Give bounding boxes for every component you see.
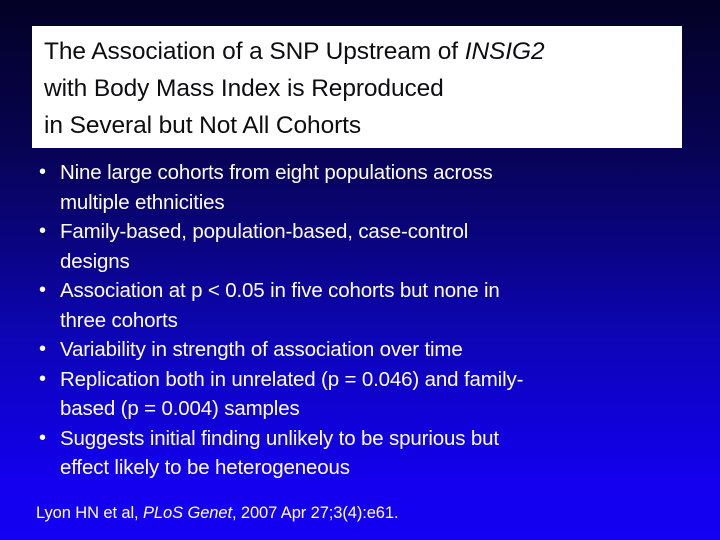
citation-authors: Lyon HN et al, <box>36 504 144 522</box>
bullet-line-2: effect likely to be heterogeneous <box>60 456 350 479</box>
bullet-text: Family-based, population-based, case-con… <box>60 217 696 276</box>
bullet-line-1: Association at p < 0.05 in five cohorts … <box>60 279 500 302</box>
bullet-dot-icon: • <box>39 367 47 390</box>
bullet-text: Nine large cohorts from eight population… <box>60 158 696 217</box>
citation-details: , 2007 Apr 27;3(4):e61. <box>231 504 399 522</box>
list-item: • Variability in strength of association… <box>36 335 696 365</box>
list-item: • Replication both in unrelated (p = 0.0… <box>36 365 696 424</box>
bullet-list: • Nine large cohorts from eight populati… <box>36 158 696 483</box>
bullet-line-1: Variability in strength of association o… <box>60 338 463 361</box>
bullet-text: Association at p < 0.05 in five cohorts … <box>60 276 696 335</box>
bullet-dot-icon: • <box>39 338 47 360</box>
citation: Lyon HN et al, PLoS Genet, 2007 Apr 27;3… <box>36 503 399 524</box>
bullet-line-1: Nine large cohorts from eight population… <box>60 161 493 184</box>
slide-title-box: The Association of a SNP Upstream of INS… <box>32 26 682 148</box>
bullet-line-1: Family-based, population-based, case-con… <box>60 220 469 243</box>
bullet-line-2: multiple ethnicities <box>60 190 225 214</box>
title-gene-name: INSIG2 <box>464 38 545 65</box>
bullet-line-1: Suggests initial finding unlikely to be … <box>60 426 499 450</box>
bullet-dot-icon: • <box>39 279 47 301</box>
citation-journal: PLoS Genet <box>143 504 232 522</box>
bullet-text: Variability in strength of association o… <box>60 335 696 365</box>
bullet-line-2: designs <box>60 249 130 273</box>
bullet-dot-icon: • <box>39 220 47 242</box>
list-item: • Suggests initial finding unlikely to b… <box>36 424 696 483</box>
bullet-dot-icon: • <box>39 426 47 449</box>
bullet-line-1: Replication both in unrelated (p = 0.046… <box>60 367 524 391</box>
bullet-line-2: three cohorts <box>60 308 178 332</box>
list-item: • Family-based, population-based, case-c… <box>36 217 696 276</box>
title-line-1-text: The Association of a SNP Upstream of <box>44 38 465 65</box>
bullet-text: Replication both in unrelated (p = 0.046… <box>60 365 696 424</box>
title-line-1: The Association of a SNP Upstream of INS… <box>44 33 682 70</box>
bullet-dot-icon: • <box>39 161 47 183</box>
bullet-line-2: based (p = 0.004) samples <box>60 397 300 420</box>
bullet-text: Suggests initial finding unlikely to be … <box>60 424 696 483</box>
list-item: • Nine large cohorts from eight populati… <box>36 158 696 217</box>
list-item: • Association at p < 0.05 in five cohort… <box>36 276 696 335</box>
title-line-3: in Several but Not All Cohorts <box>44 112 362 139</box>
title-line-2: with Body Mass Index is Reproduced <box>44 75 444 102</box>
